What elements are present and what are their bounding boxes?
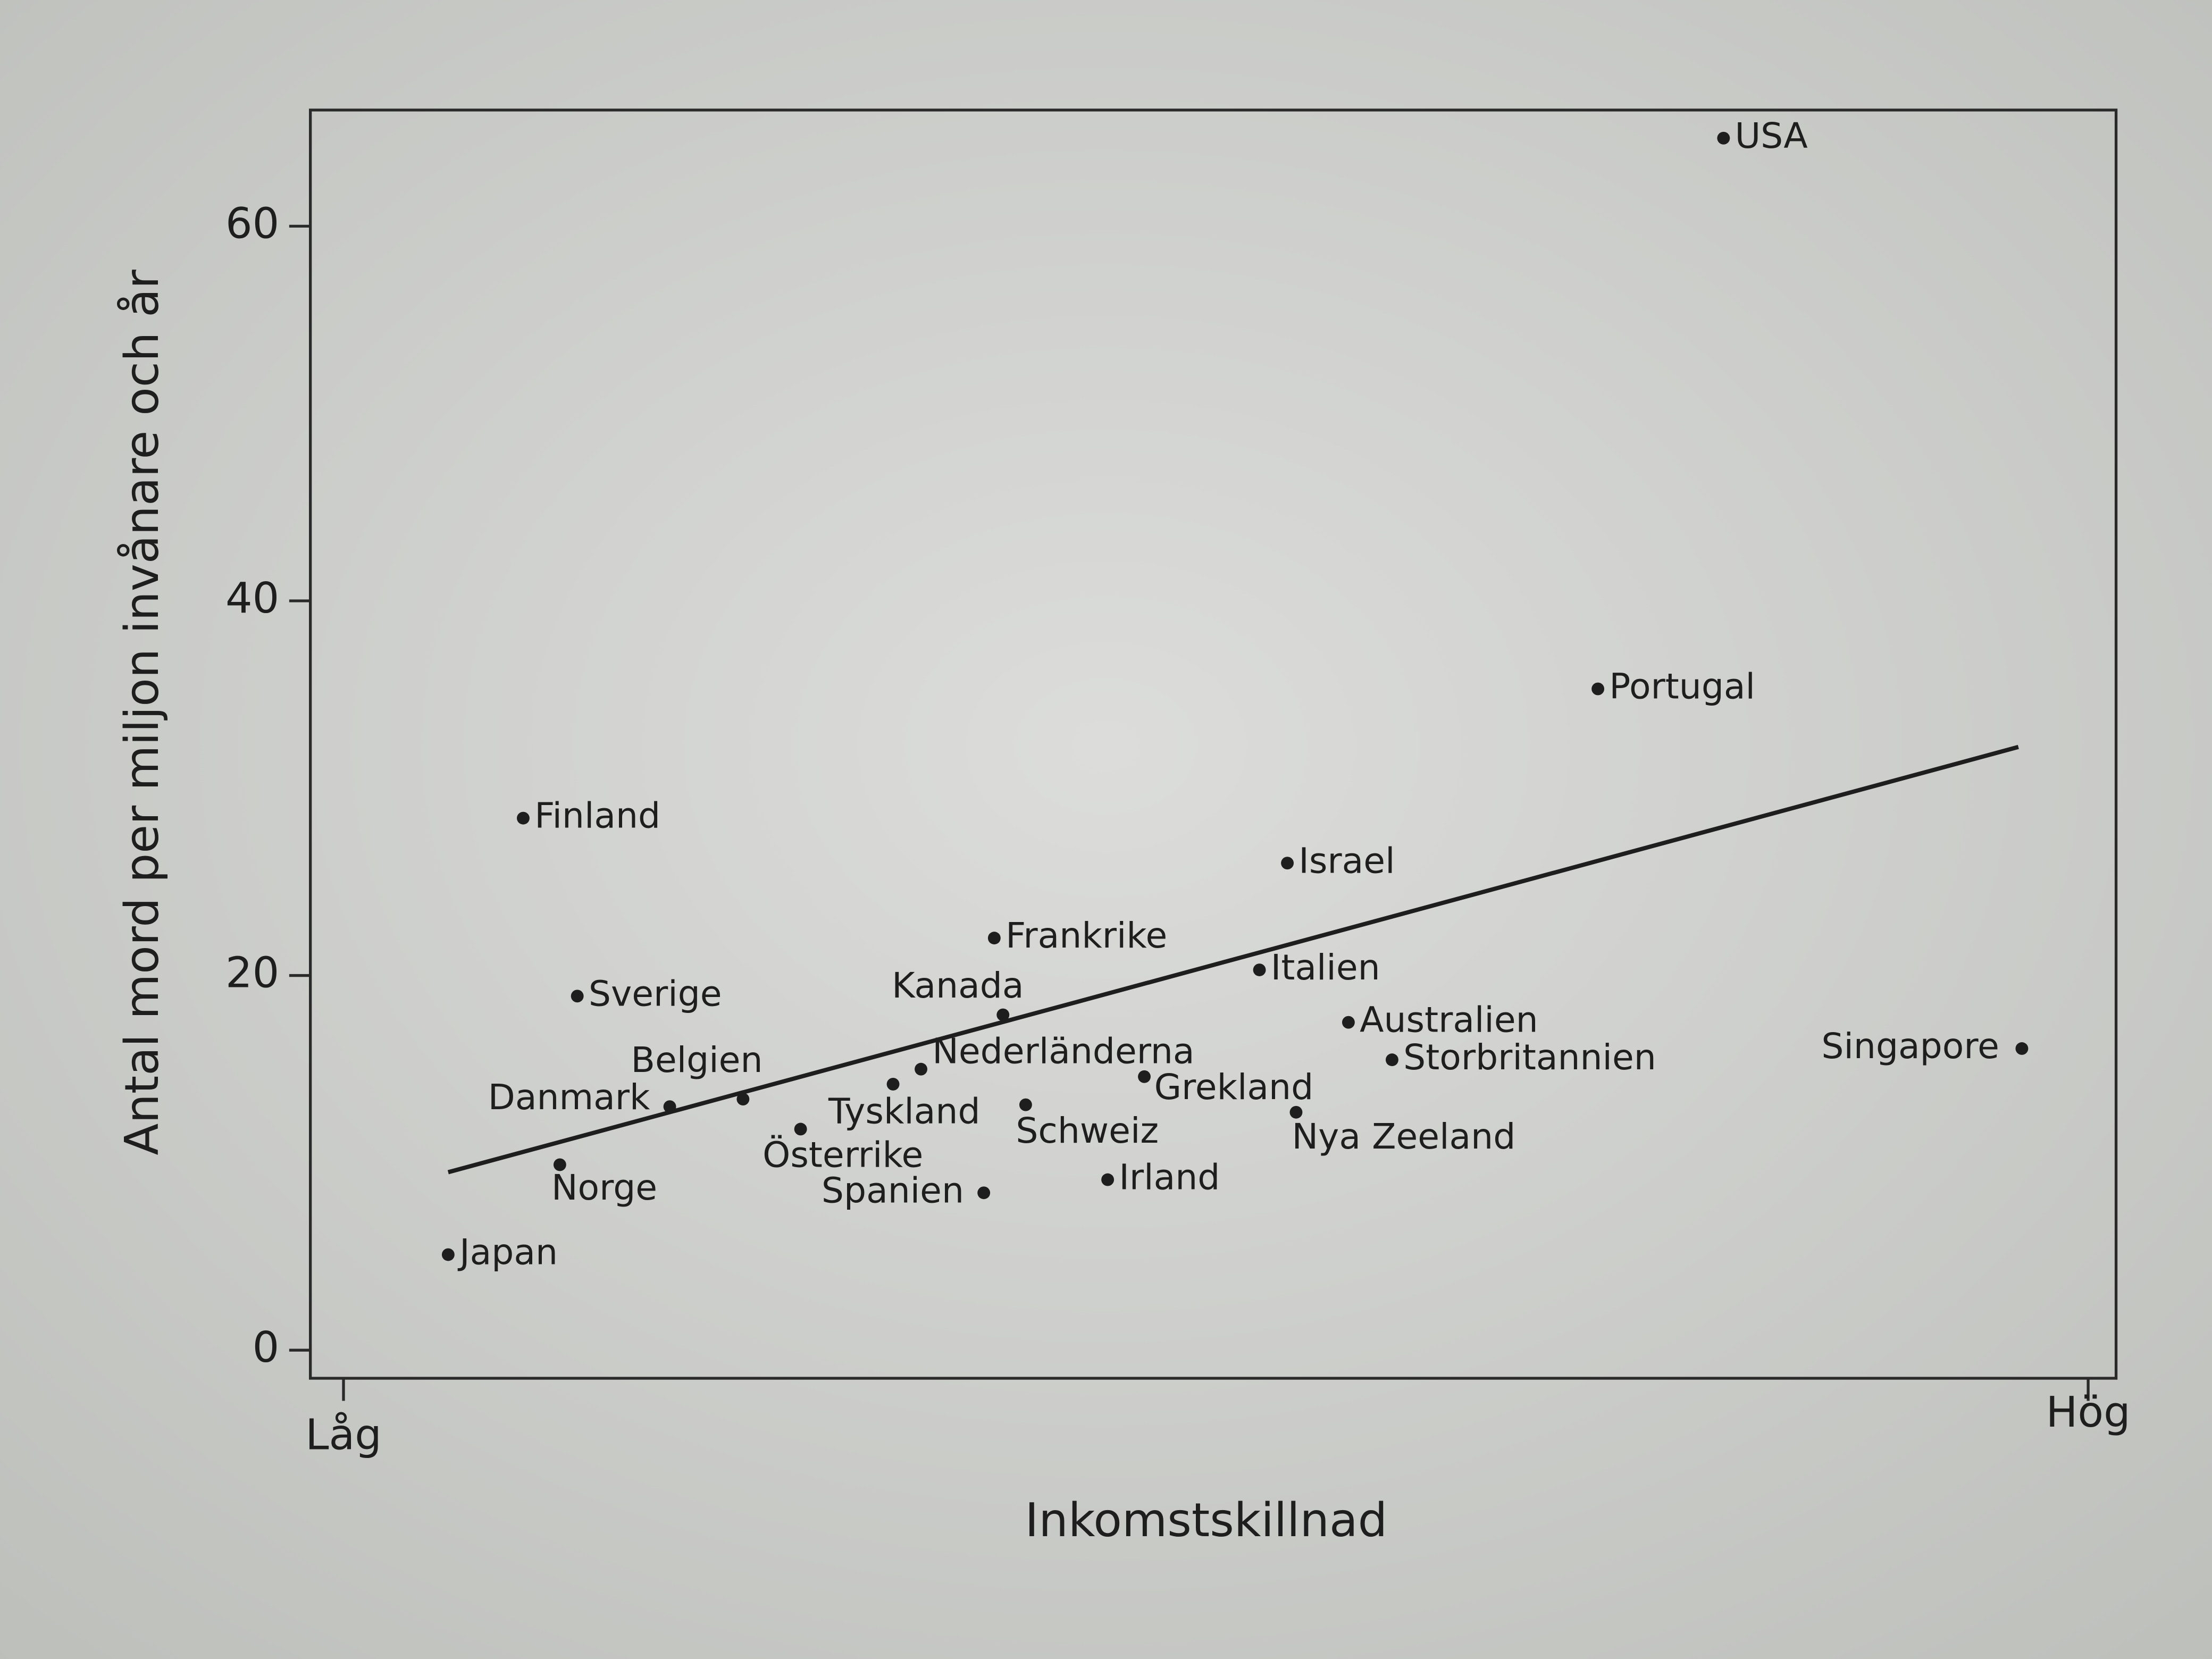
data-point — [996, 1008, 1010, 1021]
point-label: Belgien — [631, 1039, 763, 1080]
data-point — [886, 1077, 900, 1091]
point-label: Australien — [1360, 999, 1538, 1041]
point-label: Israel — [1298, 840, 1395, 881]
point-label: Spanien — [822, 1169, 964, 1211]
data-point — [663, 1100, 676, 1113]
data-point — [987, 932, 1001, 945]
x-tick-label: Låg — [305, 1410, 382, 1459]
point-label: Italien — [1271, 946, 1380, 988]
data-point — [1717, 131, 1730, 145]
data-point — [1289, 1105, 1303, 1119]
point-label: Kanada — [892, 965, 1024, 1006]
point-label: Nederländerna — [932, 1030, 1194, 1072]
data-point — [517, 811, 530, 825]
point-label: Österrike — [763, 1134, 923, 1176]
trend-line — [447, 744, 2019, 1175]
data-point — [571, 990, 584, 1003]
y-tick-label: 40 — [225, 573, 279, 623]
point-label: Danmark — [488, 1076, 650, 1118]
data-point — [1591, 682, 1605, 696]
point-label: Schweiz — [1016, 1110, 1159, 1151]
point-label: Grekland — [1154, 1066, 1314, 1108]
point-label: Sverige — [589, 973, 722, 1014]
data-point — [736, 1093, 750, 1106]
data-point — [915, 1062, 927, 1076]
data-point — [553, 1158, 566, 1171]
y-tick-label: 20 — [225, 948, 279, 998]
data-point — [794, 1122, 807, 1136]
x-tick-label: Hög — [2046, 1387, 2131, 1437]
data-point — [1253, 963, 1266, 976]
point-label: Japan — [457, 1231, 558, 1273]
data-point — [441, 1248, 455, 1261]
point-label: Storbritannien — [1403, 1036, 1656, 1078]
point-label: USA — [1735, 115, 1808, 156]
point-label: Irland — [1119, 1157, 1220, 1198]
data-point — [1386, 1053, 1398, 1067]
point-label: Frankrike — [1006, 915, 1167, 956]
point-label: Norge — [551, 1167, 657, 1208]
y-axis-label: Antal mord per miljon invånare och år — [115, 270, 169, 1155]
point-label: Portugal — [1609, 666, 1755, 707]
point-label: Finland — [534, 795, 660, 836]
data-point — [977, 1186, 991, 1200]
y-tick-label: 0 — [253, 1322, 280, 1372]
point-label: Nya Zeeland — [1292, 1116, 1516, 1157]
data-point — [1019, 1098, 1032, 1111]
point-label: Singapore — [1821, 1025, 1999, 1067]
x-axis-label: Inkomstskillnad — [1025, 1493, 1388, 1547]
data-point — [1101, 1173, 1115, 1186]
point-label: Tyskland — [828, 1091, 981, 1132]
data-point — [1342, 1016, 1355, 1029]
data-point — [2015, 1042, 2029, 1055]
data-point — [1281, 857, 1294, 870]
data-point — [1138, 1070, 1151, 1083]
plot-frame — [309, 108, 2118, 1380]
y-tick-label: 60 — [225, 198, 279, 248]
